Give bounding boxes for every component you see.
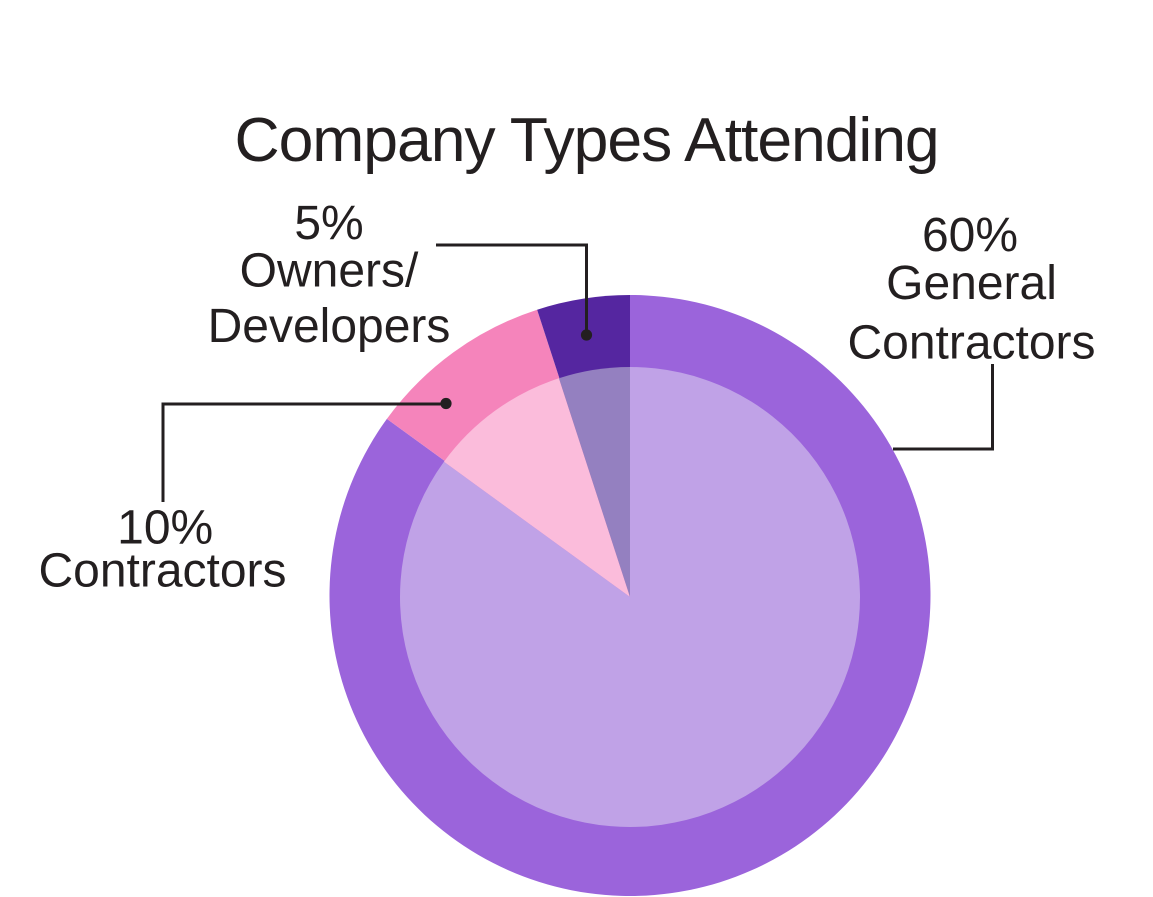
svg-text:General: General [886,257,1057,310]
svg-text:60%: 60% [922,209,1018,262]
svg-text:Owners/: Owners/ [240,245,419,298]
svg-text:Developers: Developers [208,300,451,353]
svg-text:Company Types Attending: Company Types Attending [235,105,939,175]
svg-text:Contractors: Contractors [38,545,286,598]
svg-text:Contractors: Contractors [847,317,1095,370]
svg-text:5%: 5% [294,197,363,250]
svg-text:10%: 10% [117,502,213,555]
